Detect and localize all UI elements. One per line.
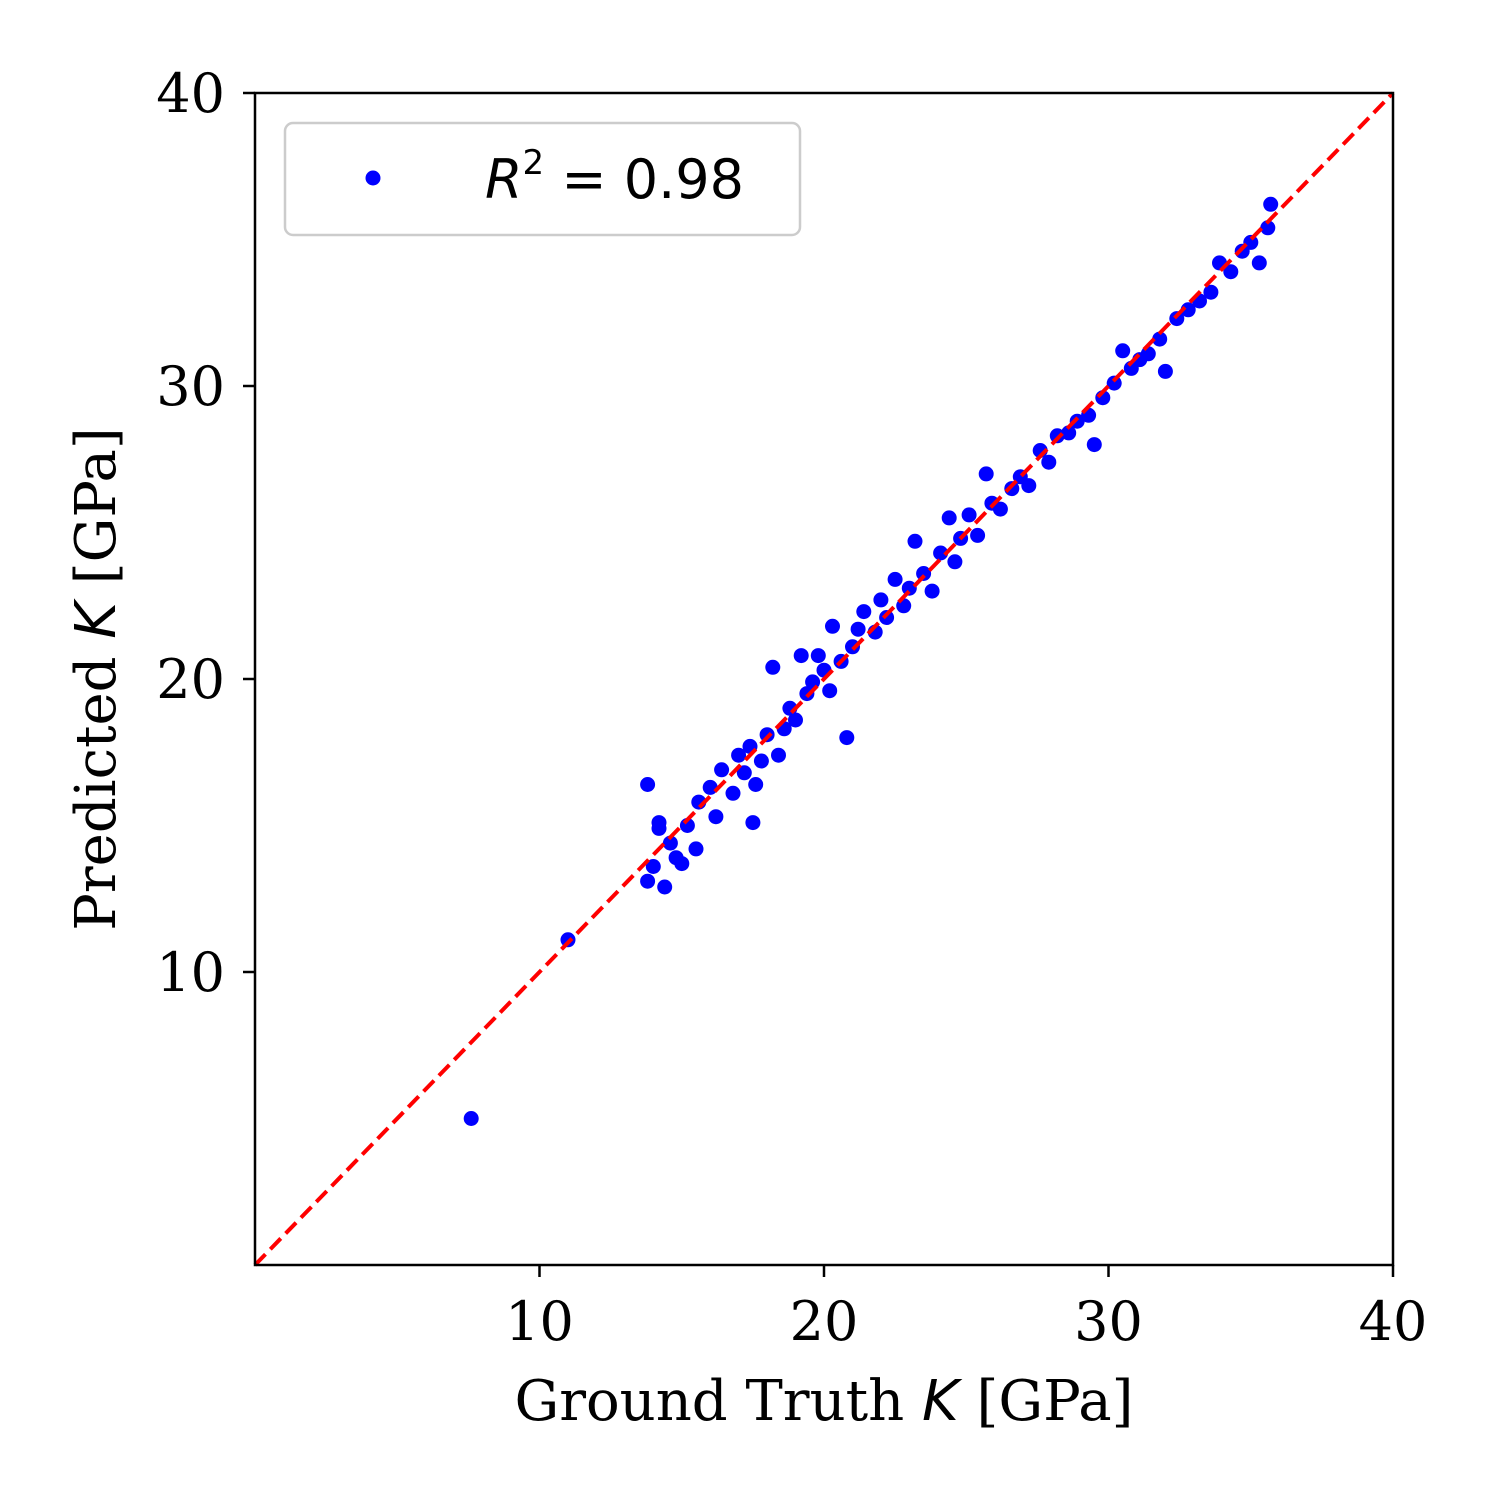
data-point	[924, 583, 940, 599]
data-point	[1157, 363, 1173, 379]
data-point	[688, 841, 704, 857]
data-point	[640, 873, 656, 889]
data-point	[941, 510, 957, 526]
data-point	[771, 747, 786, 763]
data-point	[1169, 311, 1185, 327]
data-point	[850, 621, 866, 637]
data-point	[765, 659, 781, 675]
data-point	[1251, 255, 1267, 271]
data-point	[640, 777, 656, 792]
x-tick-label: 30	[1074, 1290, 1143, 1353]
data-point	[1152, 331, 1168, 347]
data-point	[662, 835, 678, 851]
legend-label: R2 = 0.98	[485, 143, 744, 211]
data-point	[753, 753, 769, 769]
data-point	[1041, 454, 1057, 470]
x-tick-label: 10	[505, 1290, 574, 1353]
x-axis-label: Ground Truth K [GPa]	[514, 1369, 1133, 1434]
data-point	[674, 856, 690, 872]
data-point	[1004, 481, 1020, 497]
data-point	[873, 592, 889, 608]
data-point	[788, 712, 803, 728]
reference-line	[253, 91, 1395, 1267]
y-tick-label: 40	[156, 62, 225, 125]
data-point	[822, 683, 838, 699]
data-point	[947, 554, 963, 570]
legend-box	[283, 121, 802, 237]
data-point	[657, 879, 673, 895]
data-point	[1049, 428, 1065, 444]
data-point	[1260, 220, 1276, 236]
data-point	[725, 785, 741, 801]
data-point	[856, 604, 872, 620]
data-point	[992, 501, 1008, 517]
data-point	[825, 618, 840, 634]
x-tick-label: 20	[790, 1290, 859, 1353]
data-point	[887, 571, 903, 587]
data-point	[933, 545, 949, 561]
data-point	[759, 727, 775, 743]
y-tick-label: 10	[156, 941, 225, 1004]
data-point	[1106, 375, 1122, 391]
data-point	[1021, 478, 1037, 494]
data-point	[1203, 284, 1219, 300]
data-point	[1086, 437, 1102, 453]
y-tick-label: 20	[156, 648, 225, 711]
data-point	[1263, 196, 1279, 212]
data-point	[731, 747, 747, 763]
data-point	[708, 809, 724, 825]
data-point	[970, 527, 986, 543]
data-point	[463, 1111, 479, 1126]
legend: R2 = 0.98	[283, 121, 802, 237]
data-point	[879, 610, 895, 625]
x-axis-ticks: 10 20 30 40	[505, 1265, 1427, 1353]
y-axis-ticks: 10 20 30 40	[156, 62, 255, 1004]
data-point	[839, 730, 855, 746]
data-point	[651, 815, 667, 831]
data-point	[645, 859, 661, 874]
data-points	[463, 196, 1279, 1126]
data-point	[978, 466, 994, 482]
data-point	[714, 762, 730, 778]
data-point	[916, 566, 932, 581]
data-point	[748, 777, 764, 792]
data-point	[810, 648, 826, 664]
legend-marker	[365, 170, 381, 186]
y-axis-label: Predicted K [GPa]	[64, 427, 129, 931]
data-point	[1061, 425, 1077, 441]
data-point	[799, 686, 815, 702]
data-point	[907, 533, 923, 549]
data-point	[961, 507, 977, 523]
data-point	[1223, 264, 1239, 280]
data-point	[1180, 302, 1196, 318]
x-tick-label: 40	[1359, 1290, 1428, 1353]
data-point	[1115, 343, 1131, 359]
reference-line-layer	[253, 91, 1395, 1267]
data-point	[702, 779, 718, 795]
data-point	[745, 815, 761, 831]
y-tick-label: 30	[156, 355, 225, 418]
data-point	[793, 648, 809, 664]
data-point	[736, 765, 752, 781]
